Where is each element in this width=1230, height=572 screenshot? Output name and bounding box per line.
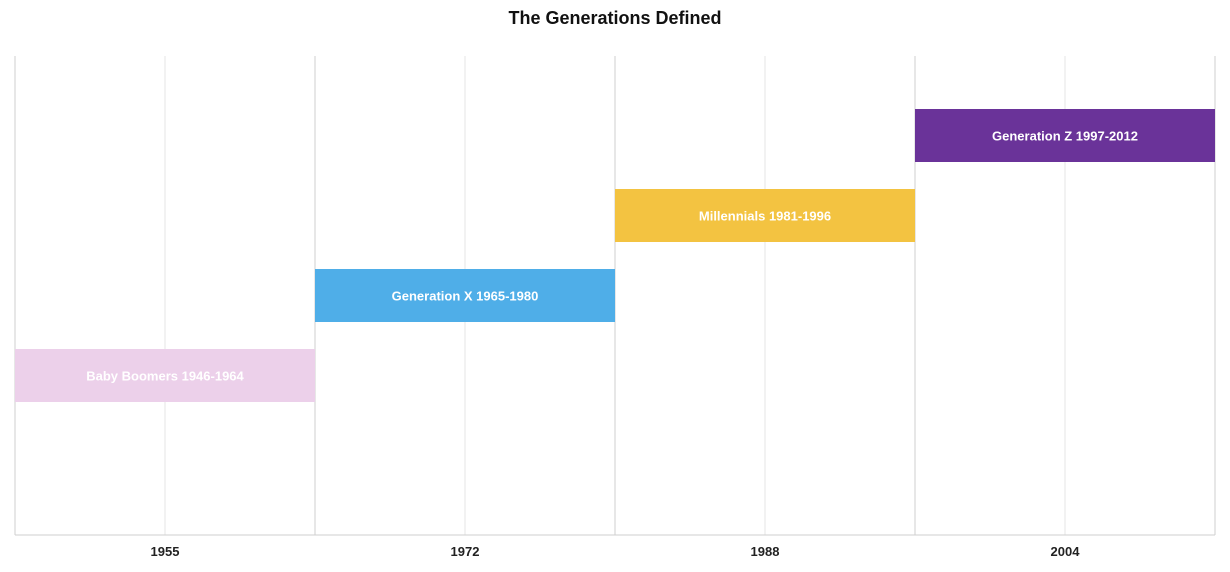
generation-bar — [615, 189, 915, 242]
generation-bars: Baby Boomers 1946-1964 Generation X 1965-… — [15, 109, 1215, 402]
x-tick-label: 2004 — [1051, 544, 1081, 559]
bar-data-label: Generation X 1965-1980 — [392, 289, 539, 304]
x-tick-label: 1988 — [751, 544, 780, 559]
x-tick-label: 1972 — [451, 544, 480, 559]
x-tick-label: 1955 — [151, 544, 180, 559]
generation-bar — [315, 269, 615, 322]
x-axis: 1955 1972 1988 2004 — [15, 534, 1215, 559]
bar-data-label: Baby Boomers 1946-1964 — [86, 369, 244, 384]
generation-bar — [915, 109, 1215, 162]
chart-title: The Generations Defined — [508, 8, 722, 28]
generation-bar — [15, 349, 315, 402]
bar-data-label: Millennials 1981-1996 — [699, 209, 831, 224]
bar-data-label: Generation Z 1997-2012 — [992, 129, 1138, 144]
